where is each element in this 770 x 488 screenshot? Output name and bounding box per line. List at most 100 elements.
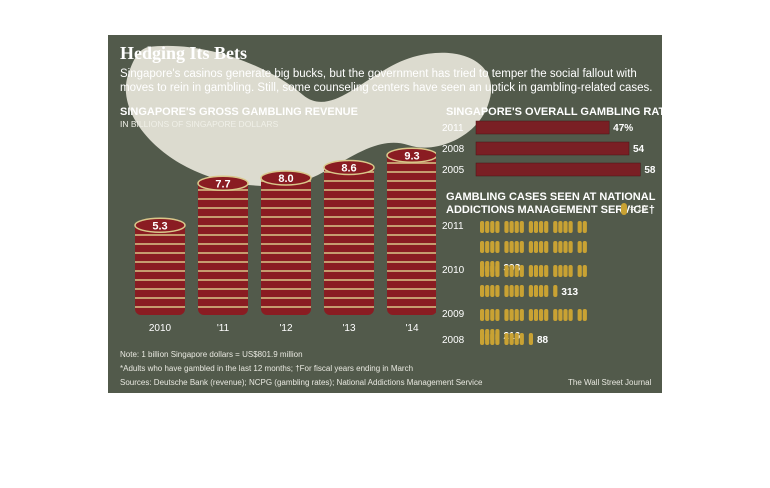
gambling-rate-chart: 2011 47% 2008 54 2005 58	[442, 120, 656, 177]
rate-bar	[475, 120, 610, 135]
person-icon	[519, 333, 524, 345]
cases-chart-title-line-2: ADDICTIONS MANAGEMENT SERVICE†	[446, 204, 655, 216]
person-icon	[553, 241, 558, 253]
person-icon	[519, 221, 524, 233]
revenue-category-label: '14	[405, 323, 418, 334]
revenue-category-label: '12	[279, 323, 292, 334]
person-icon	[539, 241, 544, 253]
footnote-sources: Sources: Deutsche Bank (revenue); NCPG (…	[120, 378, 483, 387]
person-icon	[509, 333, 514, 345]
person-icon	[533, 285, 539, 297]
person-icon	[519, 241, 524, 253]
glare-highlight	[125, 45, 492, 186]
rate-value-label: 47%	[613, 123, 633, 134]
subtitle-line-1: Singapore's casinos generate big bucks, …	[120, 68, 637, 80]
person-icon	[544, 241, 549, 253]
person-icon	[514, 309, 519, 321]
cases-value-label: 313	[561, 287, 578, 298]
person-icon	[514, 285, 519, 297]
person-icon	[558, 309, 563, 321]
cases-chart-title-line-1: GAMBLING CASES SEEN AT NATIONAL	[446, 191, 656, 203]
revenue-chart-subtitle: IN BILLIONS OF SINGAPORE DOLLARS	[120, 119, 279, 129]
person-icon	[490, 333, 495, 345]
person-icon	[568, 309, 573, 321]
person-icon	[528, 285, 533, 297]
person-icon	[504, 309, 509, 321]
person-icon	[509, 309, 514, 321]
cases-year-label: 2010	[442, 265, 465, 276]
person-icon	[490, 221, 495, 233]
person-icon	[514, 241, 519, 253]
rate-bar	[475, 141, 630, 156]
person-icon	[509, 241, 514, 253]
person-icon	[504, 265, 509, 277]
person-icon	[553, 309, 558, 321]
person-icon	[528, 309, 533, 321]
person-icon	[544, 265, 549, 277]
person-icon	[509, 221, 514, 233]
person-icon	[504, 221, 509, 233]
cases-legend-label: = 10	[630, 203, 647, 213]
person-icon	[509, 285, 514, 297]
person-icon	[582, 241, 587, 253]
cases-year-label: 2011	[442, 221, 464, 232]
person-icon	[577, 241, 582, 253]
person-icon	[533, 309, 539, 321]
person-legend-icon	[621, 203, 627, 215]
person-icon	[558, 241, 563, 253]
person-icon	[495, 309, 500, 321]
person-icon	[563, 309, 568, 321]
rate-chart-title: SINGAPORE'S OVERALL GAMBLING RATE*	[446, 106, 662, 118]
credit-line: The Wall Street Journal	[568, 378, 652, 387]
person-icon	[577, 309, 582, 321]
rate-year-label: 2008	[442, 144, 465, 155]
person-icon	[495, 265, 500, 277]
revenue-category-label: '13	[342, 323, 355, 334]
person-icon	[544, 309, 549, 321]
page-title: Hedging Its Bets	[120, 43, 248, 63]
person-icon	[480, 221, 485, 233]
person-icon	[558, 265, 563, 277]
person-icon	[528, 265, 533, 277]
person-icon	[577, 221, 582, 233]
person-icon	[577, 265, 582, 277]
person-icon	[539, 265, 544, 277]
person-icon	[528, 241, 533, 253]
person-icon	[490, 285, 495, 297]
person-icon	[485, 309, 490, 321]
person-icon	[504, 285, 509, 297]
rate-value-label: 58	[644, 165, 656, 176]
person-icon	[504, 241, 509, 253]
revenue-value-label: 8.0	[278, 173, 293, 185]
person-icon	[514, 221, 519, 233]
person-icon	[485, 265, 490, 277]
gambling-cases-chart: 201139820103132009216200888	[442, 221, 587, 346]
person-icon	[544, 285, 549, 297]
person-icon	[519, 265, 524, 277]
person-icon	[495, 221, 500, 233]
person-icon	[563, 241, 568, 253]
person-icon	[553, 285, 558, 297]
person-icon	[563, 221, 568, 233]
person-icon	[582, 265, 587, 277]
rate-bar	[475, 162, 641, 177]
revenue-value-label: 8.6	[341, 163, 356, 175]
cases-year-label: 2008	[442, 335, 465, 346]
revenue-bar	[260, 170, 312, 315]
person-icon	[495, 333, 500, 345]
rate-value-label: 54	[633, 144, 645, 155]
person-icon	[528, 333, 533, 345]
person-icon	[533, 221, 539, 233]
person-icon	[519, 285, 524, 297]
person-icon	[514, 333, 519, 345]
person-icon	[582, 221, 587, 233]
revenue-value-label: 7.7	[215, 178, 230, 190]
person-icon	[480, 265, 485, 277]
person-icon	[553, 221, 558, 233]
rate-year-label: 2005	[442, 165, 465, 176]
person-icon	[509, 265, 514, 277]
person-icon	[480, 333, 485, 345]
cases-value-label: 88	[537, 335, 549, 346]
subtitle-line-2: moves to rein in gambling. Still, some c…	[120, 82, 653, 94]
